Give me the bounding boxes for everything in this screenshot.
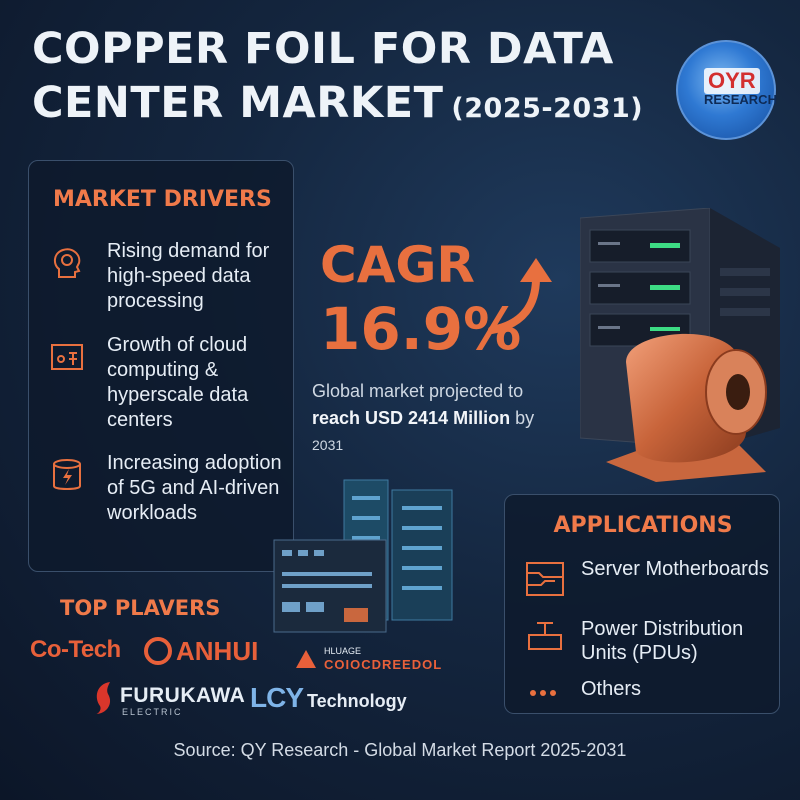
anhui-ring-icon [144, 637, 172, 665]
player-name: LCY [250, 682, 304, 713]
player-small-text: HLUAGE [324, 646, 362, 656]
cagr-value: 16.9% [320, 295, 522, 363]
source-footer: Source: QY Research - Global Market Repo… [173, 740, 627, 760]
database-bolt-icon [53, 459, 81, 490]
title-line-2-text: CENTER MARKET [32, 78, 444, 128]
player-name: COIOCDREEDOL [324, 657, 443, 672]
growth-arrow-icon [488, 258, 552, 334]
projection-by: by [515, 408, 535, 428]
projection-line-2: reach USD 2414 Million by [312, 405, 582, 432]
applications-title: APPLICATIONS [553, 513, 733, 538]
triangle-logo-icon [296, 650, 316, 668]
driver-text: Growth of cloud computing & hyperscale d… [107, 334, 249, 431]
player-name: FURUKAWA [120, 684, 246, 707]
application-text: Others [581, 678, 642, 700]
title-line-2: CENTER MARKET (2025-2031) [32, 76, 643, 136]
page-title: COPPER FOIL FOR DATA CENTER MARKET (2025-… [32, 22, 643, 136]
projection-year: 2031 [312, 437, 344, 453]
furukawa-mark-icon [96, 682, 111, 714]
applications-panel: APPLICATIONS Server Motherboards Power D… [504, 494, 780, 714]
driver-text: Rising demand for high-speed data proces… [107, 240, 270, 312]
copper-foil-roll-illustration [606, 333, 767, 482]
market-drivers-panel: MARKET DRIVERS Rising demand for high-sp… [28, 160, 294, 572]
projection-amount: reach USD 2414 Million [312, 408, 511, 428]
player-sub-text: ELECTRIC [122, 707, 183, 717]
server-hardware-illustration [273, 479, 453, 633]
player-logo-lcy-technology: LCY Technology [250, 682, 407, 714]
logo-oyr: OYR [704, 68, 760, 94]
projection-line-1: Global market projected to [312, 381, 524, 401]
application-text: Power Distribution Units (PDUs) [581, 618, 744, 664]
qy-research-logo: OYR RESEARCH [676, 40, 777, 140]
player-logo-anhui: ANHUI [144, 636, 258, 667]
cloud-network-icon [51, 344, 83, 370]
title-line-1: COPPER FOIL FOR DATA [32, 24, 614, 74]
top-players-title: TOP PLAVERS [60, 596, 221, 620]
head-gear-icon [53, 248, 81, 278]
logo-research: RESEARCH [704, 92, 777, 107]
market-projection: Global market projected to reach USD 241… [312, 378, 582, 459]
power-distribution-icon [528, 622, 562, 650]
driver-text: Increasing adoption of 5G and AI-driven … [107, 452, 282, 524]
application-text: Server Motherboards [581, 558, 769, 580]
player-logo-co-tech: Co-Tech [30, 636, 121, 663]
cagr-label: CAGR [320, 236, 475, 294]
title-years: (2025-2031) [451, 93, 644, 124]
player-suffix: Technology [307, 691, 407, 711]
market-drivers-title: MARKET DRIVERS [53, 187, 272, 212]
dots-icon [530, 690, 556, 696]
circuit-board-icon [526, 562, 564, 596]
player-name: ANHUI [176, 636, 259, 666]
